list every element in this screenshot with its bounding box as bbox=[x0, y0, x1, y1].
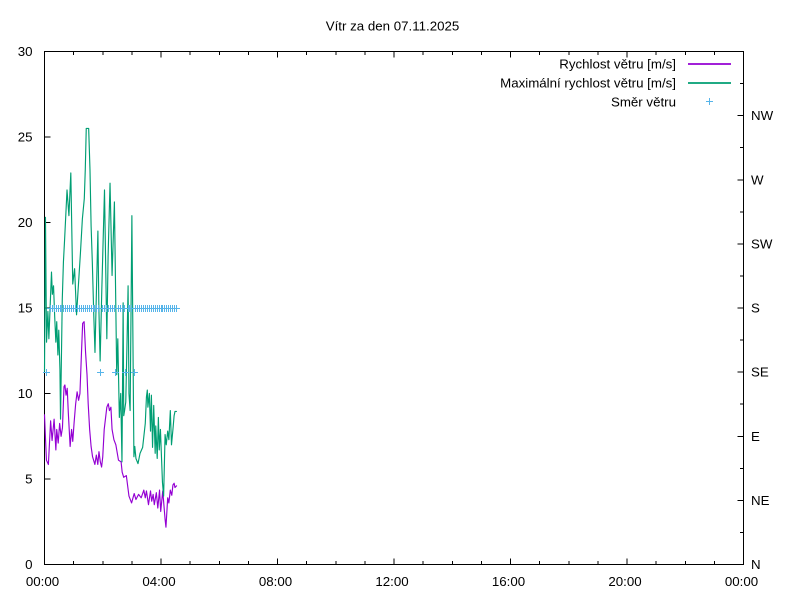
y-tick-label: 5 bbox=[25, 472, 32, 487]
y-tick-label: 15 bbox=[18, 301, 33, 316]
legend-label-wind-direction: Směr větru bbox=[611, 95, 676, 110]
y2-tick-label: SW bbox=[751, 236, 773, 251]
x-tick-label: 20:00 bbox=[608, 574, 641, 589]
y2-tick-label: NE bbox=[751, 493, 770, 508]
x-tick-label: 16:00 bbox=[492, 574, 525, 589]
chart-title: Vítr za den 07.11.2025 bbox=[326, 19, 460, 34]
x-tick-label: 12:00 bbox=[375, 574, 408, 589]
y2-tick-label: SE bbox=[751, 365, 769, 380]
legend-sample-wind-direction-plus-icon bbox=[706, 98, 713, 105]
y-tick-label: 0 bbox=[25, 557, 32, 572]
series-line-wind-speed bbox=[43, 321, 178, 528]
y-tick-label: 10 bbox=[18, 386, 33, 401]
axes: 00:00 04:00 08:00 12:00 16:00 20:00 00:00 0 5 10 1… bbox=[18, 44, 774, 589]
y-tick-label: 20 bbox=[18, 215, 33, 230]
legend-label-max-wind-speed: Maximální rychlost větru [m/s] bbox=[500, 76, 676, 91]
x-tick-label: 00:00 bbox=[26, 574, 59, 589]
y-tick-label: 25 bbox=[18, 130, 33, 145]
y2-tick-label: W bbox=[751, 172, 764, 187]
series-line-max-wind-speed bbox=[43, 127, 178, 497]
x-tick-label: 04:00 bbox=[142, 574, 175, 589]
legend-label-wind-speed: Rychlost větru [m/s] bbox=[559, 57, 676, 72]
legend: Rychlost větru [m/s] Maximální rychlost … bbox=[500, 57, 731, 110]
y-tick-label: 30 bbox=[18, 44, 33, 59]
x-tick-label: 00:00 bbox=[725, 574, 758, 589]
x-tick-label: 08:00 bbox=[259, 574, 292, 589]
series-group bbox=[43, 127, 180, 528]
y2-tick-label: NW bbox=[751, 108, 774, 123]
y2-tick-label: S bbox=[751, 301, 760, 316]
y2-tick-label: N bbox=[751, 557, 761, 572]
y2-tick-label: E bbox=[751, 429, 760, 444]
